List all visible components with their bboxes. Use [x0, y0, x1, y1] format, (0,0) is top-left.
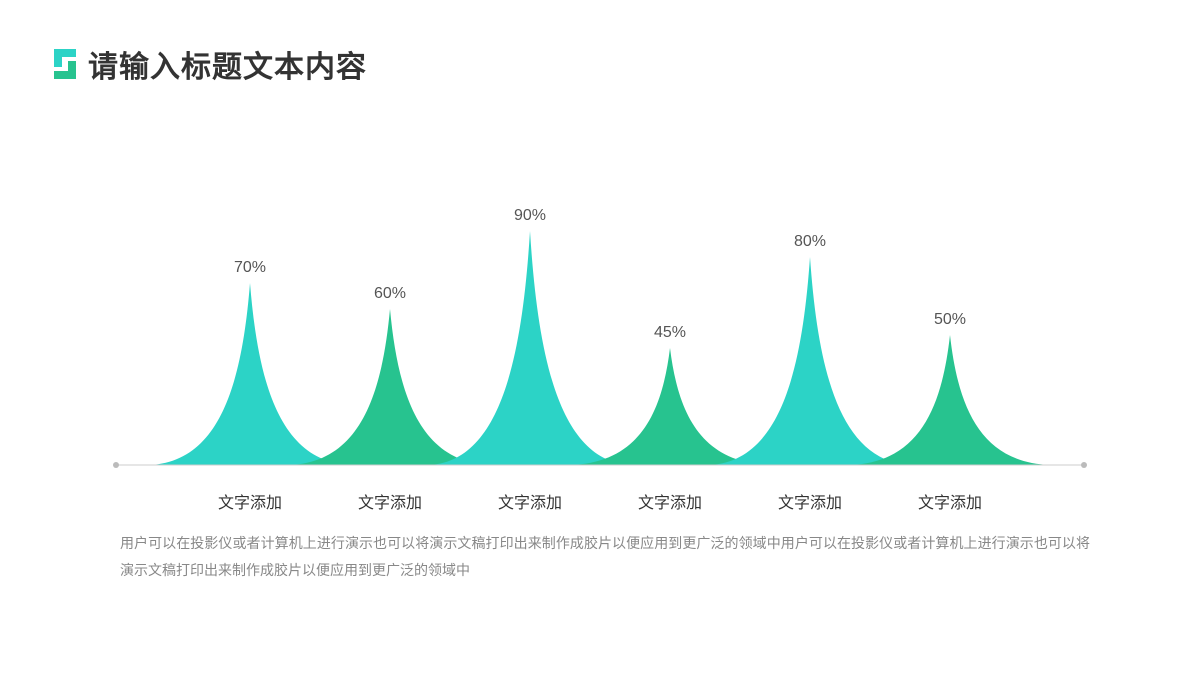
header: 请输入标题文本内容 [0, 0, 1200, 86]
logo-icon [54, 49, 76, 79]
description-text: 用户可以在投影仪或者计算机上进行演示也可以将演示文稿打印出来制作成胶片以便应用到… [120, 530, 1090, 583]
category-label-4: 文字添加 [778, 489, 842, 513]
peak-label-0: 70% [234, 259, 266, 277]
peak-label-3: 45% [654, 324, 686, 342]
peak-5 [850, 335, 1050, 465]
peak-label-5: 50% [934, 311, 966, 329]
peak-label-4: 80% [794, 233, 826, 251]
peak-label-1: 60% [374, 285, 406, 303]
peak-chart: 70% 文字添加 60% 文字添加 90% 文字添加 45% 文字添加 80% 文字添加 50% 文字… [110, 180, 1090, 510]
category-label-0: 文字添加 [218, 489, 282, 513]
baseline-endpoint-1 [1081, 462, 1087, 468]
baseline-endpoint-0 [113, 462, 119, 468]
page-title: 请输入标题文本内容 [88, 42, 367, 86]
category-label-1: 文字添加 [358, 489, 422, 513]
category-label-3: 文字添加 [638, 489, 702, 513]
peak-1 [290, 309, 490, 465]
peak-4 [710, 257, 910, 465]
category-label-5: 文字添加 [918, 489, 982, 513]
peak-label-2: 90% [514, 207, 546, 225]
peak-0 [150, 283, 350, 465]
chart-svg [110, 180, 1090, 510]
peak-3 [570, 348, 770, 465]
category-label-2: 文字添加 [498, 489, 562, 513]
peak-2 [430, 231, 630, 465]
